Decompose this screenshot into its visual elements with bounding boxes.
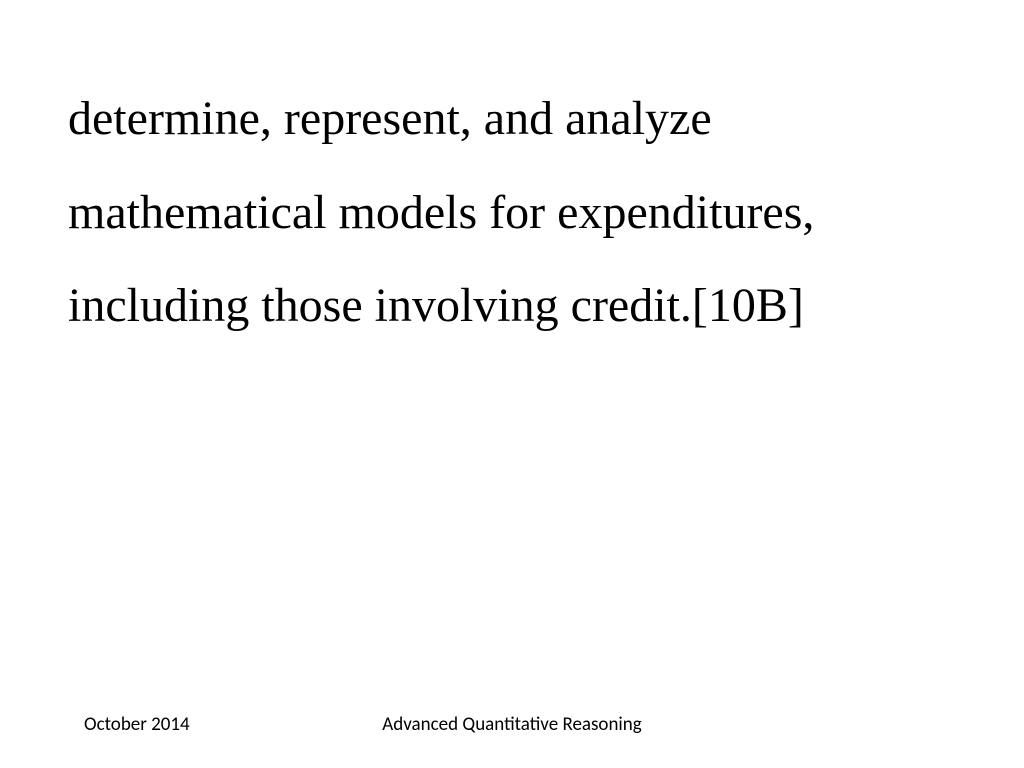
footer-title: Advanced Quantitative Reasoning: [0, 713, 1024, 736]
slide-footer: October 2014 Advanced Quantitative Reaso…: [0, 706, 1024, 736]
slide-body-text: determine, represent, and analyze mathem…: [68, 72, 948, 353]
slide: determine, represent, and analyze mathem…: [0, 0, 1024, 768]
